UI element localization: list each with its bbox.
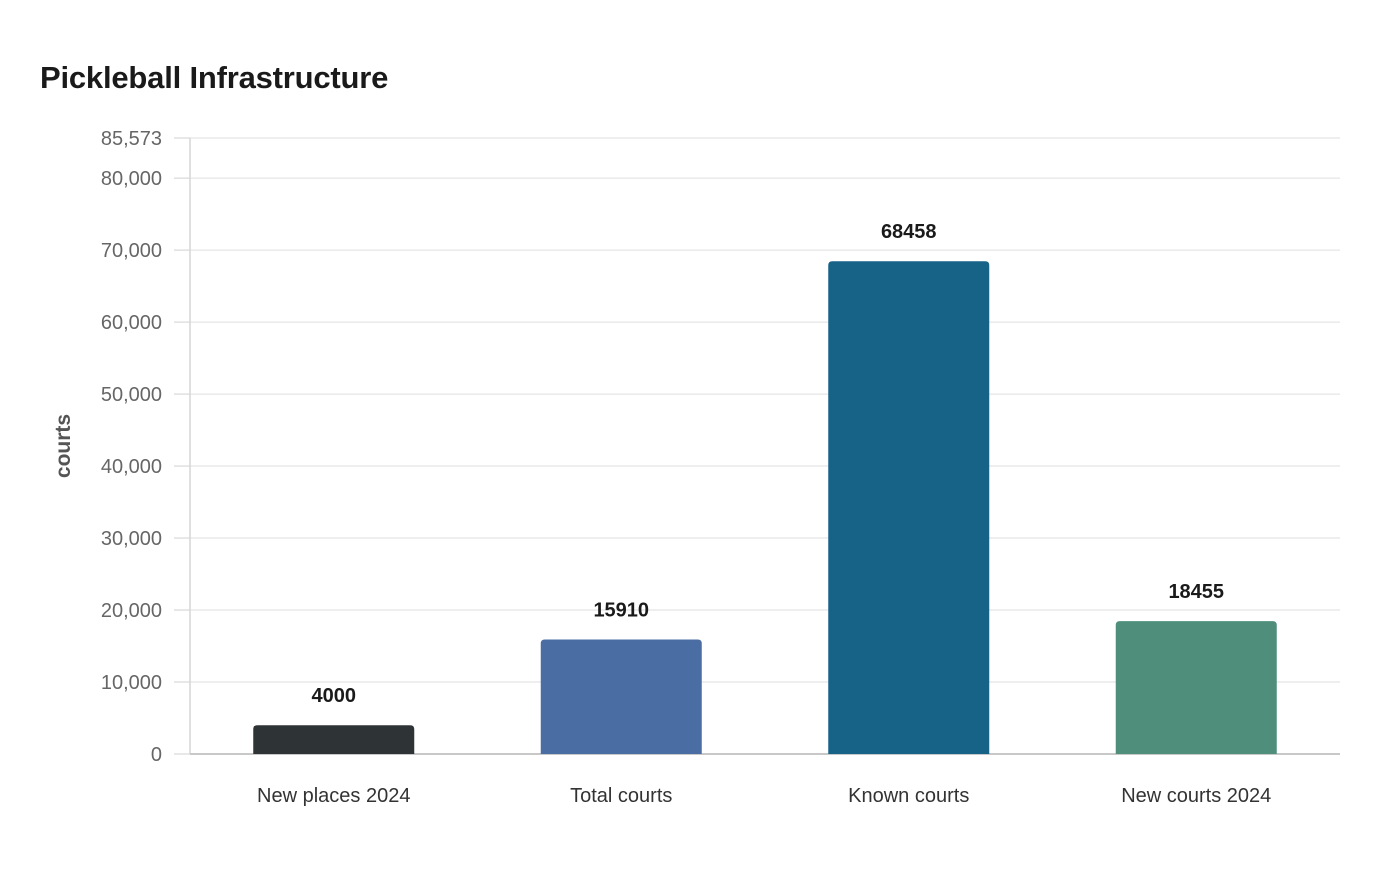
bar-new-places-2024[interactable] — [253, 725, 415, 754]
y-tick-label: 50,000 — [101, 384, 162, 406]
bar-known-courts[interactable] — [828, 261, 990, 754]
y-tick-label: 60,000 — [101, 312, 162, 334]
labels: 0 10,000 20,000 30,000 40,000 50,000 60,000 70,… — [101, 128, 1271, 807]
x-category-label: Known courts — [848, 785, 969, 807]
data-label: 18455 — [1168, 581, 1224, 603]
x-category-label: New places 2024 — [257, 785, 410, 807]
y-tick-label: 10,000 — [101, 672, 162, 694]
gridlines — [190, 137, 1340, 683]
y-tick-label: 30,000 — [101, 528, 162, 550]
data-label: 4000 — [312, 685, 357, 707]
y-tick-label: 0 — [151, 744, 162, 766]
data-label: 68458 — [881, 221, 937, 243]
y-axis-title: courts — [52, 414, 75, 478]
bars — [253, 261, 1277, 754]
bar-total-courts[interactable] — [540, 639, 702, 754]
y-tick-label: 80,000 — [101, 168, 162, 190]
x-category-label: Total courts — [570, 785, 672, 807]
y-tick-label: 70,000 — [101, 240, 162, 262]
chart-title: Pickleball Infrastructure — [40, 60, 389, 95]
bar-new-courts-2024[interactable] — [1115, 621, 1277, 754]
data-label: 15910 — [593, 599, 649, 621]
x-category-label: New courts 2024 — [1121, 785, 1271, 807]
y-tick-label: 40,000 — [101, 456, 162, 478]
y-tick-label: 20,000 — [101, 600, 162, 622]
y-tick-label: 85,573 — [101, 128, 162, 150]
